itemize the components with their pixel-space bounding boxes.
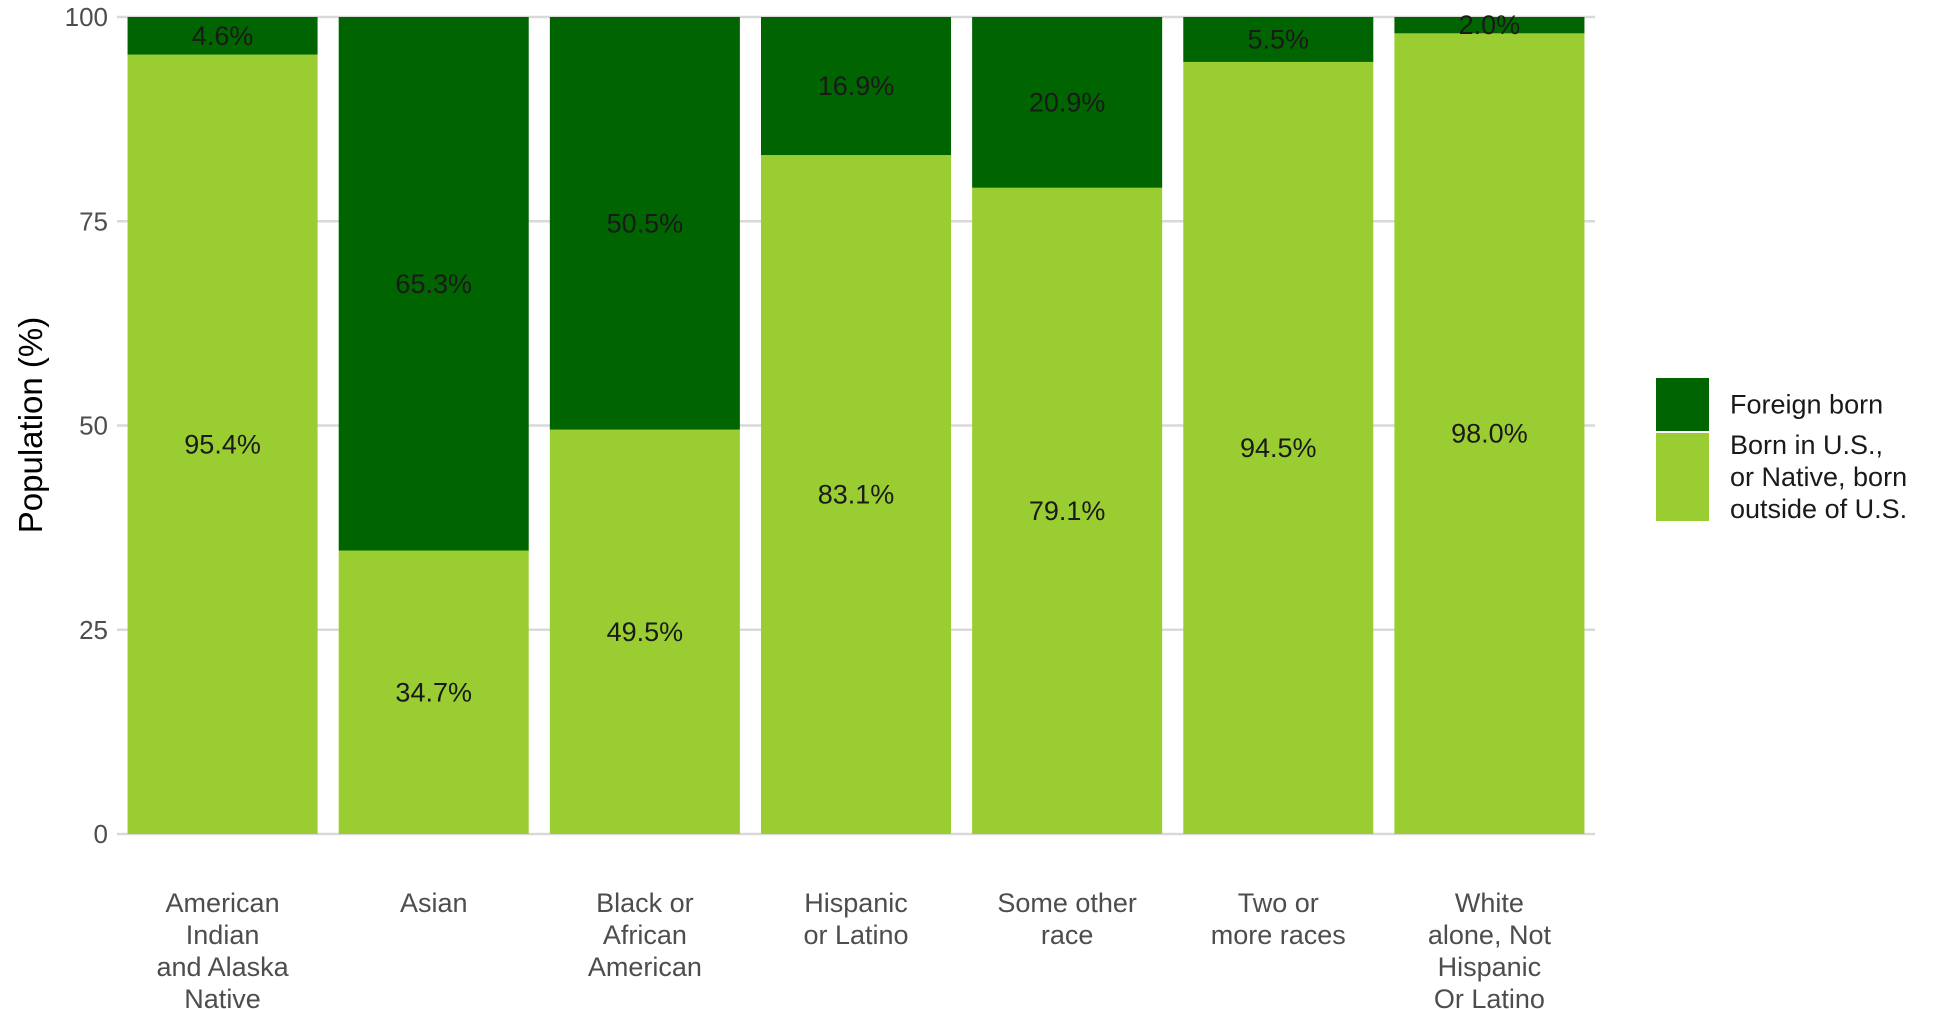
bar-value-label: 16.9% [818, 71, 895, 101]
legend-label: Foreign born [1730, 390, 1883, 420]
bar-value-label: 83.1% [818, 480, 895, 510]
bar-value-label: 50.5% [607, 208, 684, 238]
bar-value-label: 95.4% [184, 429, 261, 459]
bar-value-label: 4.6% [192, 21, 254, 51]
bar-segment-born-in-us [338, 550, 529, 834]
bar-segment-born-in-us [1394, 33, 1585, 834]
bar-value-label: 49.5% [607, 617, 684, 647]
x-category-label: Some other race [997, 888, 1137, 950]
bar-segment-born-in-us [760, 155, 952, 834]
bar-segment-foreign-born [972, 17, 1163, 188]
y-tick-label: 100 [65, 2, 108, 32]
legend-label: Born in U.S., or Native, born outside of U… [1730, 430, 1907, 524]
x-category-label: American Indian and Alaska Native [157, 888, 290, 1009]
y-axis-title: Population (%) [12, 317, 49, 533]
bar-segment-foreign-born [338, 17, 529, 551]
bar-value-label: 20.9% [1029, 87, 1106, 117]
bar-value-label: 79.1% [1029, 496, 1106, 526]
x-category-label: Two or more races [1211, 888, 1346, 950]
x-category-label: White alone, Not Hispanic Or Latino [1428, 888, 1552, 1009]
bar-segment-foreign-born [1394, 17, 1585, 34]
legend-item-foreign-born: Foreign born [1656, 378, 1883, 431]
y-tick-label: 0 [94, 819, 108, 849]
legend-key [1656, 378, 1709, 431]
bar-segment-foreign-born [127, 17, 318, 55]
bar-value-label: 34.7% [395, 677, 472, 707]
bar-segment-born-in-us [127, 54, 318, 834]
x-category-label: Hispanic or Latino [803, 888, 908, 950]
y-tick-label: 50 [79, 411, 108, 441]
x-category-label: Black or African American [588, 888, 702, 982]
x-axis-categories: American Indian and Alaska Native Asian Black… [157, 888, 1552, 1009]
bar-segment-born-in-us [972, 187, 1163, 835]
y-axis-ticks: 0 25 50 75 100 [65, 2, 108, 849]
bar-segment-foreign-born [1183, 17, 1374, 62]
bar-segment-foreign-born [760, 17, 952, 156]
bar-segment-foreign-born [549, 17, 740, 430]
bar-value-label: 94.5% [1240, 433, 1317, 463]
bar-labels: 95.4% 4.6% 34.7% 65.3% 49.5% 50.5% 83.1% 16.9% 7… [184, 10, 1527, 707]
bar-value-label: 2.0% [1459, 10, 1521, 40]
x-category-label: Asian [400, 888, 468, 918]
legend-key [1656, 433, 1709, 521]
legend-item-born-in-us: Born in U.S., or Native, born outside of U… [1656, 430, 1907, 524]
bar-segment-born-in-us [1183, 61, 1374, 835]
bar-value-label: 65.3% [395, 269, 472, 299]
bar-segment-born-in-us [549, 429, 740, 834]
bar-value-label: 98.0% [1451, 419, 1528, 449]
bar-value-label: 5.5% [1248, 24, 1310, 54]
y-tick-label: 25 [79, 615, 108, 645]
bars [127, 17, 1585, 835]
legend: Foreign born Born in U.S., or Native, born… [1656, 378, 1907, 524]
y-tick-label: 75 [79, 206, 108, 236]
